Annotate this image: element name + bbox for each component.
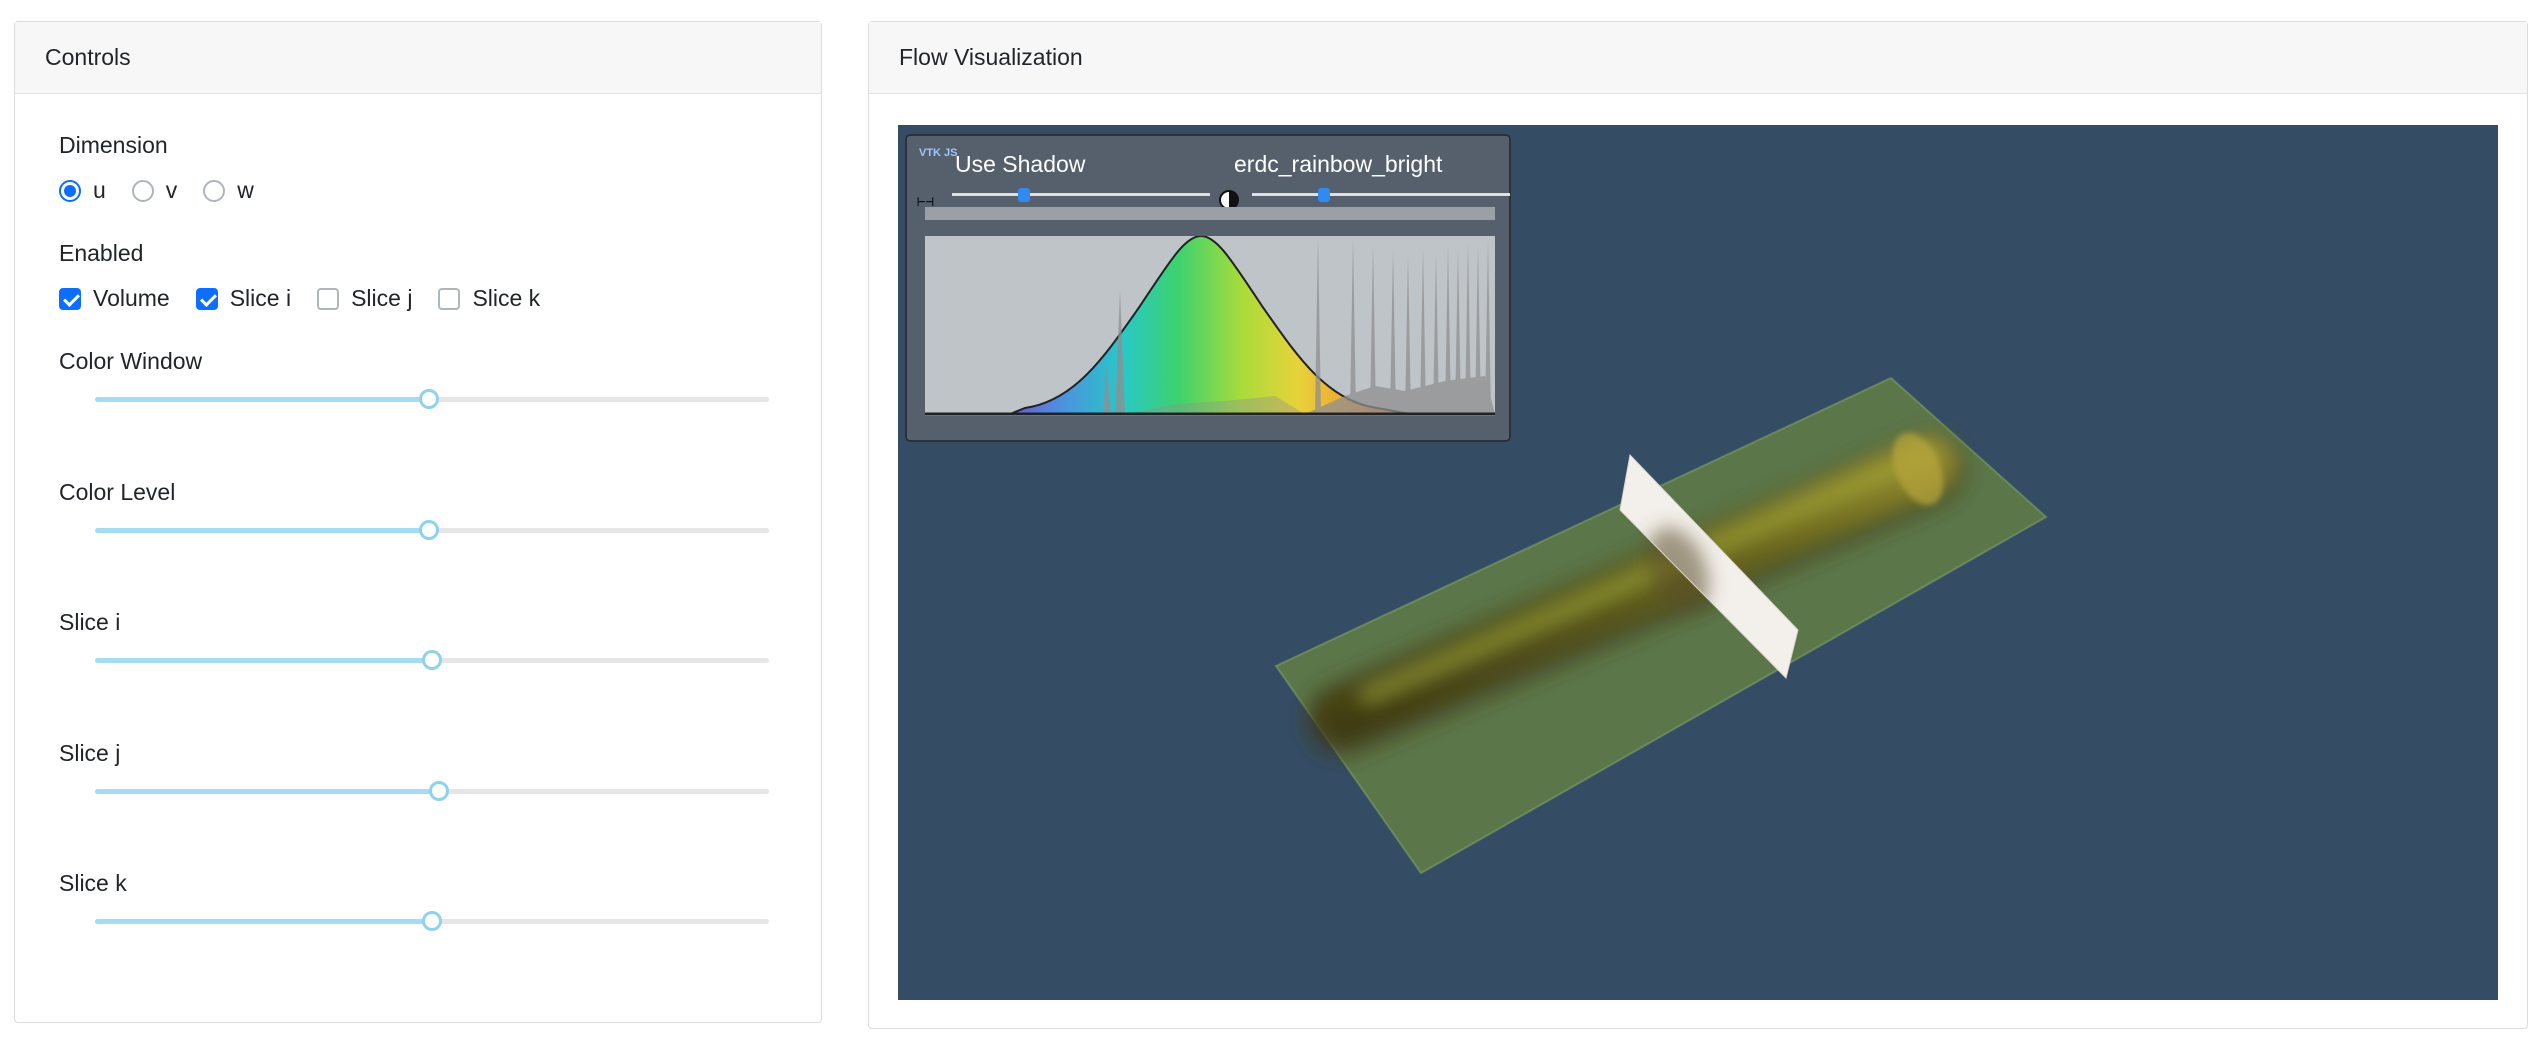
radio-w-label[interactable]: w xyxy=(237,177,254,203)
color-level-slider[interactable] xyxy=(95,518,769,542)
colormap-slider[interactable] xyxy=(1252,188,1510,202)
slice-i-label: Slice i xyxy=(59,609,121,635)
enabled-checkbox-group: Volume Slice i Slice j Slice k xyxy=(59,285,566,312)
checkbox-slice-j[interactable] xyxy=(317,287,340,310)
slice-k-slider[interactable] xyxy=(95,909,769,933)
checkbox-volume-label[interactable]: Volume xyxy=(93,285,170,311)
slice-i-plane xyxy=(1620,455,1798,678)
slice-j-thumb[interactable] xyxy=(428,781,449,801)
dimension-label: Dimension xyxy=(59,132,168,158)
opacity-gaussian[interactable] xyxy=(1009,236,1411,415)
slice-i-slider[interactable] xyxy=(95,648,769,672)
shadow-slider[interactable] xyxy=(952,188,1210,202)
color-window-thumb[interactable] xyxy=(418,389,439,409)
radio-v-label[interactable]: v xyxy=(165,177,178,203)
viz-header: Flow Visualization xyxy=(869,22,2527,94)
controls-panel: Controls Dimension u v w Enabled Volume … xyxy=(14,21,822,1023)
vtk-logo: VTK JS xyxy=(919,147,958,159)
use-shadow-label[interactable]: Use Shadow xyxy=(955,151,1086,177)
checkbox-slice-k-label[interactable]: Slice k xyxy=(472,285,541,311)
histogram-chart[interactable] xyxy=(925,236,1495,416)
color-window-label: Color Window xyxy=(59,348,203,374)
slice-k-label: Slice k xyxy=(59,870,127,896)
checkbox-slice-j-label[interactable]: Slice j xyxy=(351,285,413,311)
color-window-slider[interactable] xyxy=(95,387,769,411)
histogram-spikes xyxy=(1103,236,1495,414)
transfer-function-widget[interactable]: VTK JS Use Shadow erdc_rainbow_bright ⊢⊣ xyxy=(905,134,1511,442)
slice-j-slider[interactable] xyxy=(95,779,769,803)
checkbox-volume[interactable] xyxy=(59,287,81,310)
checkbox-slice-k[interactable] xyxy=(438,287,461,310)
color-level-label: Color Level xyxy=(59,479,176,505)
enabled-label: Enabled xyxy=(59,240,144,266)
range-reset-icon[interactable]: ⊢⊣ xyxy=(917,194,934,210)
slice-k-thumb[interactable] xyxy=(422,911,442,931)
radio-w[interactable] xyxy=(203,179,226,202)
dimension-radio-group: u v w xyxy=(59,177,280,204)
volume-render[interactable] xyxy=(898,125,2498,1000)
colormap-slider-thumb[interactable] xyxy=(1318,188,1331,202)
checkbox-slice-i-label[interactable]: Slice i xyxy=(229,285,292,311)
colormap-range-bar[interactable] xyxy=(925,207,1495,220)
slice-i-thumb[interactable] xyxy=(422,650,442,670)
radio-u-label[interactable]: u xyxy=(93,177,106,203)
slice-j-label: Slice j xyxy=(59,740,121,766)
checkbox-slice-i[interactable] xyxy=(195,287,218,310)
render-view[interactable]: VTK JS Use Shadow erdc_rainbow_bright ⊢⊣ xyxy=(898,125,2498,1000)
volume-tube xyxy=(1304,431,1967,759)
opacity-editor[interactable] xyxy=(925,236,1495,416)
color-level-thumb[interactable] xyxy=(418,520,439,540)
radio-u[interactable] xyxy=(59,179,81,202)
colormap-preset-label[interactable]: erdc_rainbow_bright xyxy=(1234,151,1443,177)
viz-title: Flow Visualization xyxy=(899,44,1083,70)
shadow-slider-thumb[interactable] xyxy=(1018,188,1031,202)
radio-v[interactable] xyxy=(131,179,154,202)
controls-header: Controls xyxy=(15,22,821,94)
controls-title: Controls xyxy=(45,44,131,70)
